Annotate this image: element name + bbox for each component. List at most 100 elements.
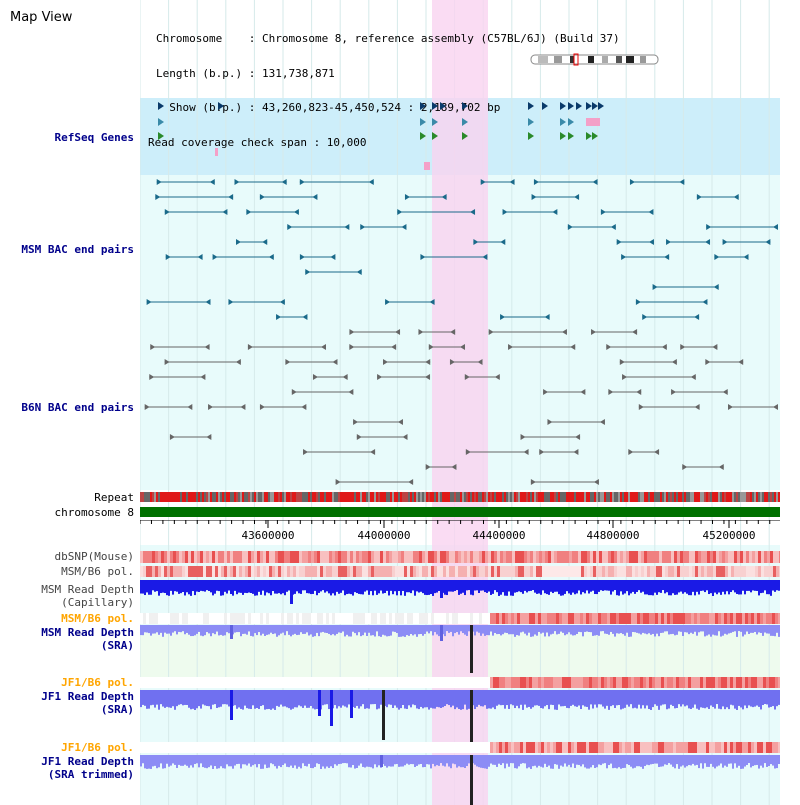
depth-bar [336, 755, 338, 766]
bac-end-glyph [344, 224, 350, 230]
heat-cell [185, 677, 188, 688]
heat-cell [670, 677, 673, 688]
depth-bar [372, 690, 374, 705]
heat-cell [182, 566, 185, 577]
heat-cell [613, 742, 616, 753]
heat-cell [407, 613, 410, 624]
heat-cell [164, 613, 167, 624]
depth-bar [480, 625, 482, 636]
depth-bar [302, 580, 304, 591]
chromosome-ideogram[interactable] [530, 52, 660, 66]
depth-bar [444, 580, 446, 595]
heat-cell [623, 566, 626, 577]
dbsnp-track[interactable] [140, 551, 780, 563]
heat-cell [446, 742, 449, 753]
heat-cell [338, 566, 341, 577]
heat-cell [596, 566, 599, 577]
heat-cell [155, 566, 158, 577]
b6n-bac-end-pairs-track[interactable] [140, 325, 780, 490]
msm-b6-pol-track-1[interactable] [140, 566, 780, 577]
heat-cell [737, 566, 740, 577]
refseq-genes-track[interactable] [140, 98, 780, 175]
jf1-depth-sra-track[interactable] [140, 690, 780, 742]
bac-end-glyph [500, 239, 506, 245]
heat-cell [746, 566, 749, 577]
depth-bar [330, 625, 332, 636]
bac-end-glyph [679, 179, 685, 185]
depth-bar [716, 580, 718, 595]
repeat-block [270, 492, 272, 502]
repeat-track[interactable] [140, 492, 780, 502]
depth-bar [728, 580, 730, 595]
repeat-block [562, 492, 564, 502]
depth-bar [388, 580, 390, 596]
selected-region-highlight[interactable] [432, 0, 488, 805]
depth-bar [428, 580, 430, 595]
depth-bar [704, 690, 706, 709]
repeat-block [280, 492, 282, 502]
depth-bar [628, 755, 630, 765]
chromosome-bar[interactable] [140, 507, 780, 517]
repeat-block [514, 492, 516, 502]
depth-bar [190, 755, 192, 766]
depth-bar [578, 690, 580, 706]
depth-bar [308, 580, 310, 594]
repeat-block [216, 492, 218, 502]
heat-cell [290, 613, 293, 624]
heat-cell [200, 551, 203, 563]
repeat-block [604, 492, 606, 502]
msm-b6-pol-track-2[interactable] [140, 613, 780, 624]
depth-bar [632, 580, 634, 592]
gene-glyph [592, 132, 598, 140]
depth-bar [506, 690, 508, 706]
bac-end-glyph [580, 389, 586, 395]
depth-bar [256, 690, 258, 709]
depth-bar [390, 690, 392, 705]
msm-depth-sra-track[interactable] [140, 625, 780, 675]
depth-bar [368, 690, 370, 709]
heat-cell [692, 566, 695, 577]
depth-bar [408, 755, 410, 765]
depth-bar [318, 755, 320, 765]
heat-cell [317, 566, 320, 577]
jf1-depth-trimmed-track[interactable] [140, 755, 780, 805]
depth-bar [616, 690, 618, 706]
heat-cell [164, 551, 167, 563]
jf1-b6-pol-track-1[interactable] [140, 677, 780, 688]
depth-bar [778, 625, 780, 637]
depth-bar [750, 690, 752, 707]
depth-bar [562, 755, 564, 767]
jf1-b6-pol-track-2[interactable] [140, 742, 780, 753]
msm-depth-capillary-track[interactable] [140, 580, 780, 610]
heat-cell [473, 613, 476, 624]
heat-cell [422, 742, 425, 753]
heat-cell [377, 566, 380, 577]
heat-cell [706, 613, 709, 624]
heat-cell [464, 677, 467, 688]
depth-bar [608, 690, 610, 710]
heat-cell [616, 613, 619, 624]
bac-end-glyph [420, 254, 426, 260]
repeat-block [290, 492, 292, 502]
repeat-block [468, 492, 470, 502]
heat-cell [365, 742, 368, 753]
depth-bar [664, 580, 666, 594]
bac-end-glyph [169, 434, 175, 440]
bac-end-glyph [303, 449, 309, 455]
depth-bar [700, 580, 702, 591]
gene-glyph [215, 148, 218, 156]
msm-bac-end-pairs-track[interactable] [140, 175, 780, 325]
depth-bar [594, 690, 596, 705]
depth-bar [588, 580, 590, 594]
depth-bar [644, 755, 646, 767]
heat-cell [269, 613, 272, 624]
repeat-block [178, 492, 180, 502]
repeat-block [256, 492, 258, 502]
heat-cell [563, 566, 566, 577]
heat-cell [568, 742, 571, 753]
heat-cell [311, 677, 314, 688]
heat-cell [500, 551, 503, 563]
heat-cell [769, 677, 772, 688]
depth-bar [588, 690, 590, 710]
depth-bar [220, 580, 222, 596]
